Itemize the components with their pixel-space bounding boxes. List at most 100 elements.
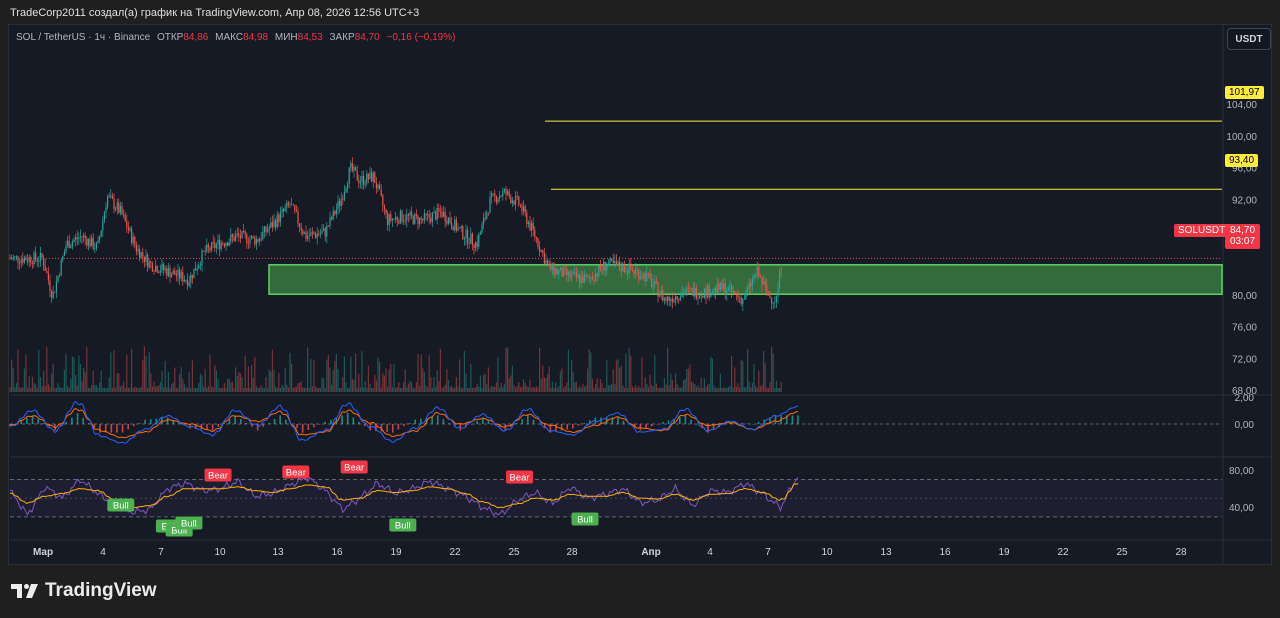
volume-bar: [209, 355, 211, 392]
candle: [49, 280, 51, 291]
candle: [563, 268, 565, 277]
volume-bar: [756, 387, 758, 392]
volume-bar: [687, 368, 689, 392]
candle: [564, 268, 566, 269]
candle: [465, 229, 467, 239]
osc-histogram-bar: [420, 418, 422, 424]
volume-bar: [233, 387, 235, 392]
time-axis-tick: 10: [214, 547, 226, 558]
volume-bar: [127, 387, 129, 392]
candle: [140, 252, 142, 259]
candle: [78, 237, 80, 240]
candle: [193, 268, 195, 279]
volume-bar: [583, 386, 585, 392]
osc-histogram-bar: [605, 417, 608, 424]
volume-bar: [591, 378, 593, 392]
volume-bar: [686, 369, 688, 392]
volume-bar: [364, 381, 366, 392]
volume-bar: [705, 387, 707, 392]
volume-bar: [558, 386, 560, 392]
candle: [502, 191, 504, 197]
candle: [89, 239, 91, 247]
osc-histogram-bar: [656, 424, 659, 425]
candle: [406, 214, 408, 221]
osc-histogram-bar: [588, 420, 591, 424]
volume-bar: [433, 377, 435, 392]
candle: [25, 257, 27, 261]
candle: [508, 191, 510, 197]
volume-bar: [678, 387, 680, 392]
candle: [15, 256, 17, 258]
volume-bar: [348, 387, 350, 392]
candle: [607, 263, 609, 266]
volume-bar: [46, 347, 48, 392]
candle: [479, 232, 481, 235]
candle: [297, 211, 299, 224]
volume-bar: [159, 382, 161, 392]
candle: [459, 227, 461, 229]
osc-histogram-bar: [707, 424, 709, 433]
volume-bar: [215, 370, 217, 392]
volume-bar: [60, 388, 62, 392]
osc-histogram-bar: [93, 424, 96, 428]
candle: [73, 239, 75, 242]
candle: [561, 267, 563, 277]
volume-bar: [43, 371, 45, 392]
signal-label: Bear: [286, 468, 306, 479]
candle: [537, 238, 539, 248]
currency-unit-button[interactable]: USDT: [1227, 28, 1271, 50]
candle: [531, 223, 533, 231]
candle: [412, 215, 414, 224]
volume-bar: [235, 367, 237, 392]
volume-bar: [615, 360, 617, 392]
volume-bar: [180, 367, 182, 392]
osc-histogram-bar: [172, 420, 175, 424]
volume-bar: [318, 387, 320, 392]
candle: [443, 211, 445, 217]
osc-histogram-bar: [712, 424, 715, 430]
volume-bar: [275, 386, 277, 392]
candle: [209, 247, 211, 251]
osc-histogram-bar: [268, 422, 270, 424]
candle: [452, 226, 454, 231]
osc-histogram-bar: [166, 417, 169, 424]
candle: [486, 212, 488, 219]
volume-bar: [289, 352, 291, 392]
volume-bar: [179, 374, 181, 392]
osc-histogram-bar: [256, 424, 259, 431]
volume-bar: [577, 388, 579, 392]
volume-bar: [575, 381, 577, 392]
volume-bar: [17, 349, 19, 392]
volume-bar: [483, 375, 485, 392]
candle: [457, 227, 459, 231]
volume-bar: [401, 387, 403, 392]
osc-histogram-bar: [673, 418, 675, 424]
volume-bar: [355, 353, 357, 392]
candle: [270, 222, 272, 228]
volume-bar: [283, 386, 285, 392]
volume-bar: [278, 373, 280, 392]
volume-bar: [547, 374, 549, 392]
time-axis-tick: 7: [158, 547, 164, 558]
osc-histogram-bar: [26, 418, 28, 424]
volume-bar: [334, 360, 336, 392]
signal-label: Bull: [395, 521, 411, 532]
candle: [639, 276, 641, 280]
candle: [393, 218, 395, 220]
candle: [433, 211, 435, 214]
volume-bar: [177, 387, 179, 392]
volume-bar: [91, 385, 93, 392]
volume-bar: [206, 387, 208, 392]
osc-histogram-bar: [324, 421, 326, 424]
volume-bar: [44, 386, 46, 392]
volume-bar: [28, 376, 30, 392]
osc-histogram-bar: [538, 424, 540, 425]
volume-bar: [663, 378, 665, 392]
volume-bar: [478, 386, 480, 392]
volume-bar: [462, 387, 464, 392]
volume-bar: [337, 369, 339, 392]
candle: [483, 217, 485, 225]
tradingview-logo[interactable]: TradingView: [11, 580, 157, 602]
osc-histogram-bar: [600, 417, 602, 424]
